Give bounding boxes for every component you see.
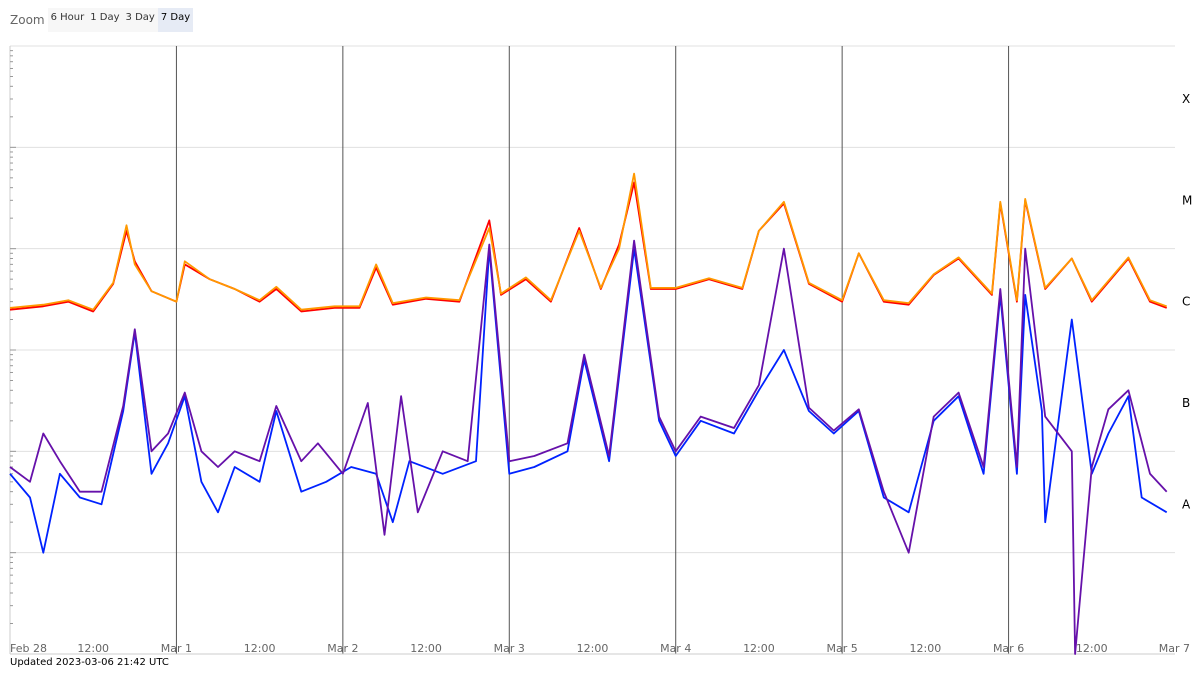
x-tick-label: Mar 3 [494, 642, 525, 655]
zoom-3-day-button[interactable]: 3 Day [122, 8, 158, 32]
zoom-7-day-button[interactable]: 7 Day [157, 8, 194, 32]
series-line-2 [9, 172, 1168, 311]
class-label-x: X [1182, 92, 1190, 106]
x-tick-label: 12:00 [743, 642, 775, 655]
x-tick-label: 12:00 [77, 642, 109, 655]
class-label-m: M [1182, 193, 1192, 207]
x-tick-label: Feb 28 [10, 642, 47, 655]
class-label-c: C [1182, 295, 1190, 309]
series-line-4 [9, 239, 1168, 655]
x-tick-label: Mar 6 [993, 642, 1024, 655]
series-line-1 [9, 181, 1168, 313]
class-label-b: B [1182, 396, 1190, 410]
zoom-6-hour-button[interactable]: 6 Hour [47, 8, 88, 32]
class-label-a: A [1182, 497, 1191, 511]
x-tick-label: Mar 4 [660, 642, 691, 655]
zoom-label: Zoom [10, 13, 45, 27]
x-tick-label: 12:00 [410, 642, 442, 655]
x-tick-label: 12:00 [244, 642, 276, 655]
series-line-3 [9, 247, 1168, 554]
updated-timestamp: Updated 2023-03-06 21:42 UTC [10, 657, 169, 668]
x-tick-label: Mar 7 [1159, 642, 1190, 655]
x-tick-label: Mar 5 [827, 642, 858, 655]
x-tick-label: 12:00 [910, 642, 942, 655]
zoom-bar: Zoom 6 Hour 1 Day 3 Day 7 Day [0, 8, 194, 32]
x-tick-label: Mar 2 [327, 642, 358, 655]
zoom-1-day-button[interactable]: 1 Day [87, 8, 123, 32]
x-tick-label: Mar 1 [161, 642, 192, 655]
x-tick-label: 12:00 [1076, 642, 1108, 655]
x-tick-label: 12:00 [577, 642, 609, 655]
